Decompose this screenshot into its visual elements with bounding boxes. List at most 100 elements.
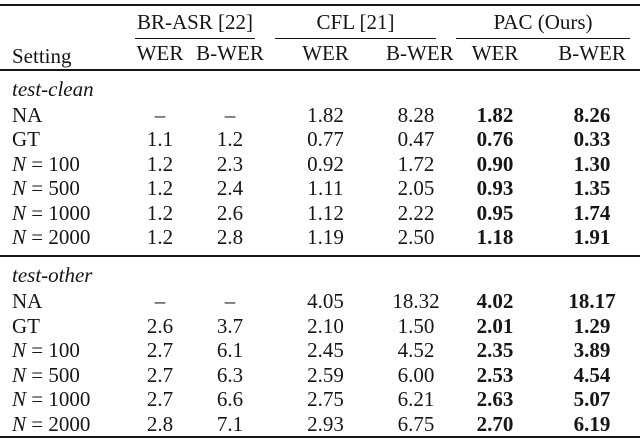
column-header-bwer-cfl: B-WER (386, 38, 454, 71)
setting-cell: NA (0, 103, 125, 128)
setting-label: = 1000 (26, 387, 91, 411)
value-cell: 2.01 (476, 313, 514, 338)
value-cell: 18.32 (392, 289, 440, 313)
header-group-row: Setting BR-ASR [22] CFL [21] PAC (Ours) (0, 4, 640, 71)
setting-label: = 2000 (26, 411, 91, 436)
table-row-other-n2000: N = 2000 2.8 7.1 2.93 6.75 2.70 6.19 (0, 412, 640, 438)
value-cell: 0.92 (307, 151, 344, 176)
table-row-clean-gt: GT 1.1 1.2 0.77 0.47 0.76 0.33 (0, 127, 640, 152)
value-cell: – (154, 102, 166, 127)
value-cell: 2.7 (146, 362, 174, 387)
value-cell: 2.45 (307, 338, 344, 362)
value-cell: 18.17 (568, 289, 616, 313)
column-header-wer-pac: WER (446, 38, 545, 71)
setting-label: GT (12, 127, 40, 151)
value-cell: 2.50 (386, 225, 447, 257)
value-cell: 2.8 (146, 411, 174, 436)
value-cell: 0.90 (476, 151, 514, 176)
value-cell: 1.82 (307, 102, 344, 127)
setting-cell: GT (0, 314, 125, 339)
setting-math-var: N (12, 387, 27, 411)
setting-cell: N = 2000 (0, 412, 125, 438)
value-cell: 6.6 (216, 387, 244, 411)
setting-label: GT (12, 313, 40, 338)
setting-label: = 2000 (26, 225, 91, 249)
column-header-bwer-pac: B-WER (544, 38, 640, 71)
value-cell: 1.35 (573, 176, 611, 200)
table-row-other-n500: N = 500 2.7 6.3 2.59 6.00 2.53 4.54 (0, 363, 640, 388)
value-cell: 6.3 (216, 362, 244, 387)
column-group-br-asr: BR-ASR [22] (125, 5, 265, 39)
value-cell: 0.76 (476, 127, 514, 151)
value-cell: 2.75 (307, 387, 344, 411)
value-cell: 1.12 (307, 200, 344, 225)
group-label-br-asr: BR-ASR [22] (135, 10, 256, 39)
value-cell: 4.52 (397, 338, 435, 362)
results-table: Setting BR-ASR [22] CFL [21] PAC (Ours) … (0, 3, 640, 438)
setting-label: = 100 (26, 338, 80, 362)
column-header-setting: Setting (0, 4, 125, 71)
value-cell: 0.33 (573, 127, 611, 151)
value-cell: 1.2 (146, 200, 174, 225)
column-group-cfl: CFL [21] (265, 5, 446, 39)
value-cell: 2.7 (146, 338, 174, 362)
value-cell: 6.1 (216, 338, 244, 362)
setting-math-var: N (12, 338, 27, 362)
value-cell: 1.2 (125, 225, 195, 257)
value-cell: 6.75 (397, 411, 435, 436)
value-cell: 6.00 (397, 362, 435, 387)
setting-label: NA (12, 102, 43, 127)
value-cell: 1.11 (307, 176, 344, 200)
setting-cell: N = 500 (0, 176, 125, 201)
setting-cell: N = 100 (0, 338, 125, 363)
value-cell: 1.72 (397, 151, 435, 176)
setting-cell: N = 500 (0, 363, 125, 388)
value-cell: 1.91 (544, 225, 640, 257)
value-cell: 2.35 (476, 338, 514, 362)
value-cell: 8.28 (397, 102, 435, 127)
table-row-clean-n500: N = 500 1.2 2.4 1.11 2.05 0.93 1.35 (0, 176, 640, 201)
value-cell: 2.93 (307, 411, 344, 436)
section-label: test-clean (12, 76, 94, 101)
table-row-other-na: NA – – 4.05 18.32 4.02 18.17 (0, 289, 640, 314)
value-cell: 1.30 (573, 151, 611, 176)
setting-label: = 500 (26, 362, 80, 387)
value-cell: 2.70 (476, 411, 514, 436)
value-cell: 1.74 (573, 200, 611, 225)
value-cell: 2.22 (397, 200, 435, 225)
value-cell: 0.93 (476, 176, 514, 200)
table-row-other-n1000: N = 1000 2.7 6.6 2.75 6.21 2.63 5.07 (0, 387, 640, 412)
value-cell: 7.1 (216, 411, 244, 436)
setting-cell: N = 2000 (0, 225, 125, 257)
setting-cell: N = 1000 (0, 387, 125, 412)
value-cell: 1.2 (216, 127, 244, 151)
value-cell: – (154, 289, 166, 313)
value-cell: 6.21 (397, 387, 435, 411)
value-cell: – (224, 289, 236, 313)
value-cell: 3.7 (216, 313, 244, 338)
value-cell: 1.29 (573, 313, 611, 338)
value-cell: 2.4 (216, 176, 244, 200)
table-row-other-n100: N = 100 2.7 6.1 2.45 4.52 2.35 3.89 (0, 338, 640, 363)
setting-cell: GT (0, 127, 125, 152)
section-row-test-clean: test-clean (0, 70, 640, 103)
value-cell: 1.1 (146, 127, 174, 151)
setting-cell: N = 100 (0, 152, 125, 177)
setting-label: NA (12, 289, 43, 313)
value-cell: 1.2 (146, 151, 174, 176)
table-row-clean-n2000: N = 2000 1.2 2.8 1.19 2.50 1.18 1.91 (0, 225, 640, 257)
section-row-test-other: test-other (0, 256, 640, 289)
value-cell: 1.82 (476, 102, 514, 127)
setting-label: = 100 (26, 151, 80, 176)
setting-cell: N = 1000 (0, 201, 125, 226)
setting-cell: NA (0, 289, 125, 314)
setting-math-var: N (12, 225, 27, 249)
value-cell: 4.54 (573, 362, 611, 387)
value-cell: 2.53 (476, 362, 514, 387)
value-cell: 0.47 (397, 127, 435, 151)
setting-math-var: N (12, 200, 27, 225)
table-row-clean-na: NA – – 1.82 8.28 1.82 8.26 (0, 103, 640, 128)
group-label-cfl: CFL [21] (275, 10, 437, 39)
value-cell: 2.59 (307, 362, 344, 387)
